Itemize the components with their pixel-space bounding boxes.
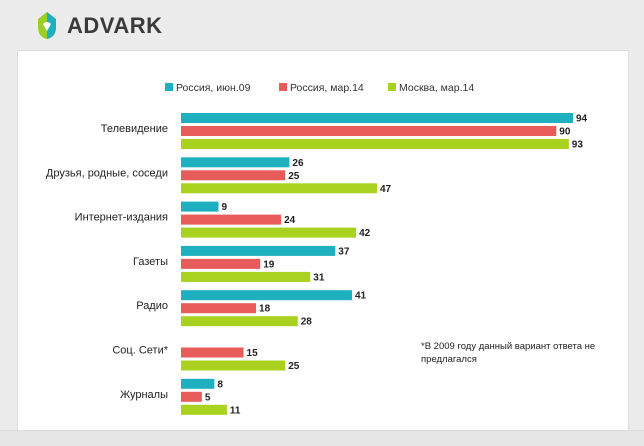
legend-swatch <box>279 83 287 91</box>
category-label: Журналы <box>120 389 168 401</box>
bar-value-label: 24 <box>284 215 296 226</box>
category-label: Соц. Сети* <box>112 345 168 357</box>
bar <box>181 347 244 358</box>
bar-value-label: 26 <box>292 158 304 169</box>
bar-value-label: 28 <box>301 317 313 328</box>
category-label: Интернет-издания <box>75 212 168 224</box>
legend-label: Москва, мар.14 <box>399 82 474 94</box>
bar-value-label: 93 <box>572 140 584 151</box>
bar <box>181 303 257 314</box>
bar-value-label: 15 <box>247 348 259 359</box>
bar <box>181 258 261 269</box>
advark-logo-icon <box>38 12 56 39</box>
bottom-strip <box>0 430 644 446</box>
bar <box>181 126 557 136</box>
bar-value-label: 5 <box>205 392 211 403</box>
category-label: Телевидение <box>101 123 168 135</box>
bar-value-label: 8 <box>217 379 223 390</box>
bar <box>181 227 357 238</box>
bar <box>181 214 282 225</box>
category-label: Газеты <box>133 256 168 268</box>
bar <box>181 157 290 168</box>
bar <box>181 391 202 402</box>
bar <box>181 170 286 181</box>
header: ADVARK <box>0 0 644 50</box>
bar-value-label: 25 <box>288 171 300 182</box>
legend-swatch <box>165 83 173 91</box>
bar <box>181 245 336 256</box>
bar-value-label: 41 <box>355 291 367 302</box>
bar <box>181 113 573 123</box>
bar-value-label: 19 <box>263 259 275 270</box>
legend-swatch <box>388 83 396 91</box>
bar <box>181 360 286 371</box>
bar <box>181 378 215 389</box>
bar <box>181 404 227 415</box>
bar <box>181 316 298 327</box>
bar <box>181 271 311 282</box>
category-label: Радио <box>136 300 168 312</box>
legend-label: Россия, июн.09 <box>176 82 251 94</box>
bar-value-label: 31 <box>313 272 325 283</box>
bar <box>181 290 352 301</box>
bar-value-label: 42 <box>359 228 371 239</box>
bar <box>181 183 377 194</box>
legend-label: Россия, мар.14 <box>290 82 364 94</box>
bar-value-label: 11 <box>230 405 241 416</box>
bar-value-label: 90 <box>559 127 571 138</box>
bar-value-label: 9 <box>222 202 228 213</box>
bar-value-label: 25 <box>288 361 300 372</box>
bar-value-label: 94 <box>576 114 588 125</box>
bar-value-label: 37 <box>338 246 350 257</box>
chart-footnote: *В 2009 году данный вариант ответа не пр… <box>421 341 596 365</box>
bar <box>181 201 219 212</box>
chart-card: Россия, июн.09 Россия, мар.14 Москва, мар.… <box>17 50 629 432</box>
bar-value-label: 47 <box>380 184 392 195</box>
brand-name: ADVARK <box>67 13 163 38</box>
category-label: Друзья, родные, соседи <box>46 167 168 179</box>
bar <box>181 139 569 149</box>
bar-chart: Россия, июн.09 Россия, мар.14 Москва, мар.… <box>46 82 588 416</box>
bar-value-label: 18 <box>259 304 271 315</box>
